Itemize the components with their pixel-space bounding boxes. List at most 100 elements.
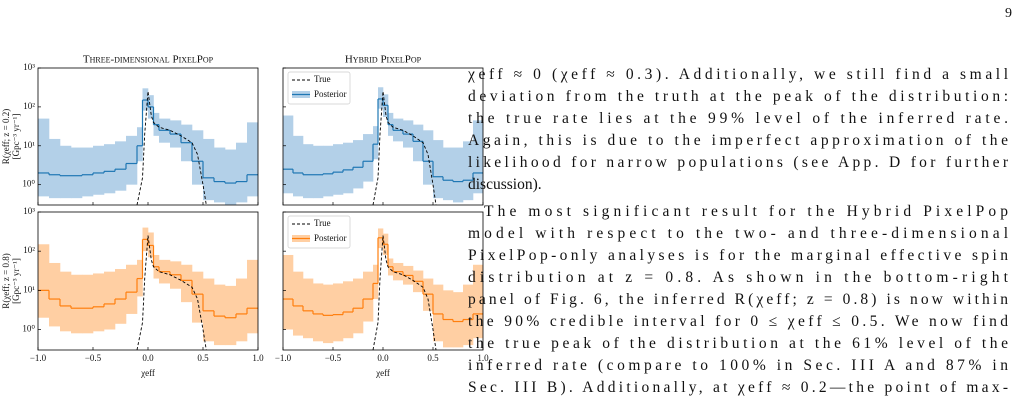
credible-band [323,284,334,344]
credible-band [303,144,314,199]
x-tick-label: −1.0 [30,353,47,363]
body-line: discussion). [468,176,542,193]
credible-band [38,244,50,318]
credible-band [333,144,344,195]
panel-1 [283,87,483,205]
credible-band [323,145,334,197]
credible-band [303,278,314,339]
credible-band [225,285,237,346]
credible-band [293,135,304,197]
y-tick-label: 10⁰ [22,179,35,189]
x-tick-label: 0.5 [197,353,209,363]
credible-band [473,120,483,194]
credible-band [463,141,474,201]
credible-band [214,147,226,203]
credible-band [247,122,258,197]
body-line: the true peak of the distribution at the… [468,335,1008,352]
body-line: distribution at z = 0.8. As shown in the… [468,269,1009,286]
y-axis-label: R(χeff; z = 0.2) [1,109,11,164]
credible-band [71,147,83,199]
credible-band [283,115,294,194]
y-tick-label: 10³ [23,206,35,216]
panel-title: Hybrid PixelPop [345,54,422,66]
x-tick-label: 0.5 [427,353,439,363]
y-tick-label: 10² [23,245,35,255]
x-axis-label: χeff [140,368,155,378]
credible-band [373,126,379,160]
credible-band [293,271,304,336]
credible-band [353,278,364,334]
credible-band [137,127,143,162]
legend-label: Posterior [314,89,347,99]
credible-band [443,147,454,201]
credible-band [49,138,61,199]
credible-band [214,284,226,346]
x-axis-label: χeff [375,368,390,378]
legend-label: True [314,74,331,84]
credible-band [126,264,138,314]
credible-band [378,87,384,109]
credible-band [236,278,248,342]
y-tick-label: 10⁰ [22,324,35,334]
y-tick-label: 10¹ [23,284,35,294]
panel-0 [38,88,258,205]
credible-band [313,283,324,342]
body-line: Again, this is due to the imperfect appr… [468,132,1008,149]
credible-band [104,271,116,330]
credible-band [225,149,237,205]
credible-band [71,274,83,334]
credible-band [49,262,61,327]
credible-band [203,138,215,201]
x-tick-label: 1.0 [477,353,489,363]
body-line: model with respect to the two- and three… [468,225,1008,242]
credible-band [93,145,105,195]
body-line: Sec. III B). Additionally, at χeff ≈ 0.2… [468,379,1008,396]
credible-band [343,142,354,194]
credible-band [93,273,105,332]
page-number: 9 [1005,6,1012,21]
body-line: The most significant result for the Hybr… [484,203,1008,220]
credible-band [181,264,193,303]
true-curve [136,235,207,350]
credible-band [203,278,215,342]
credible-band [453,292,464,348]
x-tick-label: 1.0 [252,353,264,363]
true-curve [372,235,437,350]
credible-band [38,118,50,197]
credible-band [443,290,454,348]
credible-band [363,271,374,322]
credible-band [433,284,444,342]
credible-band [60,145,72,199]
x-tick-label: 0.0 [377,353,389,363]
credible-band [333,283,344,342]
legend-label: Posterior [314,233,347,243]
body-line: the 90% credible interval for 0 ≤ χeff ≤… [468,313,1008,330]
x-tick-label: −0.5 [325,353,342,363]
legend-label: True [314,218,331,228]
credible-band [104,144,116,194]
body-line: inferred rate (compare to 100% in Sec. I… [468,357,1008,374]
body-line: χeff ≈ 0 (χeff ≈ 0.3). Additionally, we … [467,66,1008,83]
y-axis-label: R(χeff; z = 0.8) [1,253,11,308]
panel-2 [38,227,258,350]
x-tick-label: −0.5 [85,353,102,363]
y-axis-unit: [Gpc⁻³ yr⁻¹] [11,258,21,304]
y-tick-label: 10² [23,101,35,111]
body-line: panel of Fig. 6, the inferred R(χeff; z … [468,291,1008,308]
credible-band [82,274,94,334]
y-axis-unit: [Gpc⁻³ yr⁻¹] [11,114,21,160]
body-line: the true rate lies at the 99% level of t… [468,110,1008,127]
credible-band [283,254,294,330]
credible-band [115,141,127,191]
credible-band [236,142,248,203]
panel-title: Three-dimensional PixelPop [83,54,214,66]
credible-band [192,271,204,323]
credible-band [473,264,483,339]
panel-3 [283,228,483,350]
body-line: deviation from the truth at the peak of … [468,88,1008,105]
true-curve [372,91,437,205]
x-tick-label: −1.0 [275,353,292,363]
credible-band [126,135,138,185]
